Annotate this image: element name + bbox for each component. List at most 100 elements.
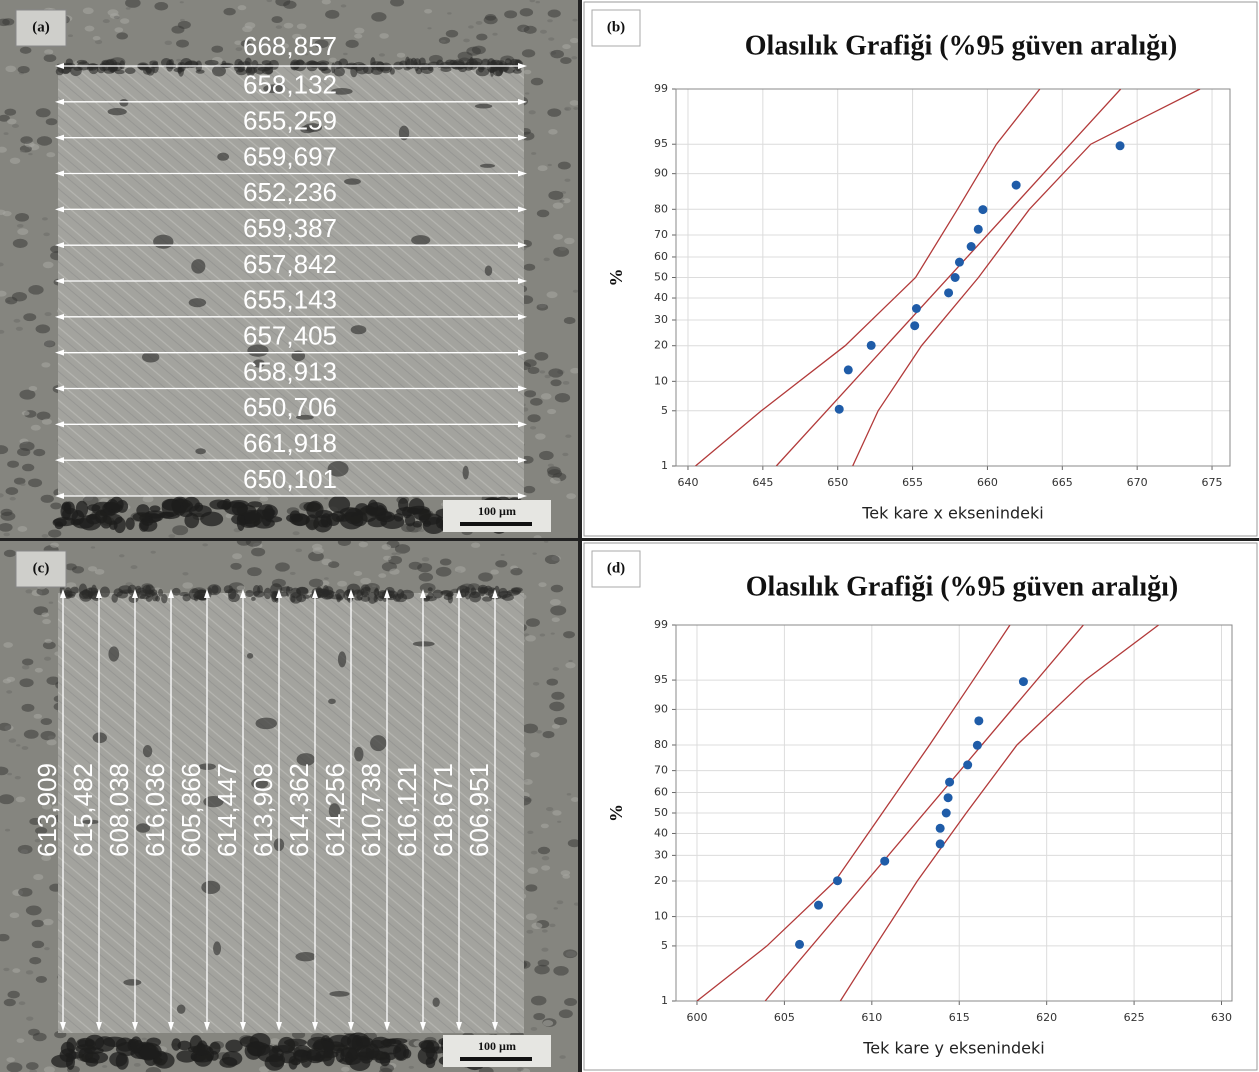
texture [0, 209, 6, 215]
panel-label-box [15, 9, 67, 47]
texture [524, 390, 537, 398]
arrow-head [55, 349, 64, 356]
edge-debris [136, 504, 150, 517]
edge-debris [192, 1044, 212, 1056]
edge-debris [312, 1040, 336, 1052]
y-tick-label: 10 [654, 910, 668, 923]
panel-label: (b) [607, 19, 625, 35]
edge-debris [502, 594, 514, 601]
edge-debris [60, 502, 72, 521]
texture [7, 118, 17, 125]
fit-line [696, 625, 1011, 1001]
edge-debris [149, 505, 161, 513]
texture [172, 525, 189, 536]
y-tick-label: 30 [654, 848, 668, 861]
measurement: 661,918 [243, 428, 337, 458]
texture [528, 110, 536, 115]
texture [36, 587, 50, 596]
texture [562, 452, 569, 457]
defect [247, 344, 269, 357]
edge-debris [212, 65, 226, 77]
scale-bar [460, 522, 532, 526]
texture [20, 482, 26, 486]
edge-debris [279, 591, 289, 597]
y-tick-label: 10 [654, 374, 668, 387]
texture [418, 572, 434, 582]
edge-debris [503, 65, 508, 73]
texture [29, 957, 42, 965]
texture [6, 1057, 15, 1063]
texture [542, 1020, 554, 1027]
texture [114, 27, 124, 33]
texture [354, 27, 365, 34]
measurement: 613,909 [32, 763, 62, 857]
texture [563, 317, 576, 325]
texture [130, 565, 138, 570]
texture [530, 1027, 538, 1031]
texture [564, 998, 578, 1007]
edge-debris [350, 65, 358, 78]
texture [142, 495, 154, 503]
arrow-head [55, 98, 64, 105]
texture [22, 463, 35, 472]
texture [427, 27, 432, 30]
texture [71, 566, 85, 574]
texture [573, 107, 578, 110]
fit-line [695, 89, 1041, 466]
texture [562, 874, 571, 879]
edge-debris [303, 501, 321, 512]
texture [279, 43, 289, 49]
texture [21, 746, 29, 750]
texture [539, 370, 546, 374]
texture [539, 450, 554, 461]
texture [554, 393, 571, 403]
edge-debris [231, 501, 248, 516]
texture [341, 1066, 350, 1072]
measurement: 659,387 [243, 213, 337, 243]
defect [255, 717, 278, 730]
texture [533, 535, 542, 538]
panel-label: (a) [32, 19, 50, 35]
texture [550, 379, 562, 387]
defect [329, 991, 350, 997]
texture [379, 33, 389, 39]
x-tick-label: 610 [861, 1011, 882, 1024]
arrow-head [420, 1022, 426, 1031]
measurement: 655,259 [243, 106, 337, 136]
texture [182, 582, 194, 589]
edge-debris [99, 508, 116, 517]
defect [327, 461, 349, 477]
edge-debris [415, 67, 423, 75]
texture [25, 970, 34, 975]
arrow-head [132, 589, 138, 598]
edge-debris [452, 59, 465, 67]
texture [534, 964, 550, 975]
texture [478, 1066, 494, 1072]
edge-debris [447, 593, 453, 604]
edge-debris [412, 520, 423, 528]
texture [564, 237, 575, 245]
edge-debris [280, 586, 293, 592]
texture [120, 18, 130, 24]
arrow-head [55, 385, 64, 392]
arrow-head [348, 1022, 354, 1031]
texture [235, 47, 243, 52]
edge-debris [87, 63, 99, 71]
texture [568, 659, 573, 663]
edge-debris [469, 591, 481, 599]
texture [533, 1012, 546, 1021]
divider [578, 0, 582, 1072]
texture [90, 546, 96, 549]
y-tick-label: 30 [654, 313, 668, 326]
edge-debris [119, 60, 125, 70]
texture [3, 532, 10, 537]
edge-debris [389, 68, 395, 75]
texture [13, 318, 21, 323]
texture [527, 414, 541, 423]
texture [541, 929, 548, 933]
edge-debris [65, 58, 74, 66]
texture [28, 285, 44, 295]
texture [0, 522, 13, 532]
edge-debris [176, 1050, 198, 1063]
defect [411, 235, 431, 246]
